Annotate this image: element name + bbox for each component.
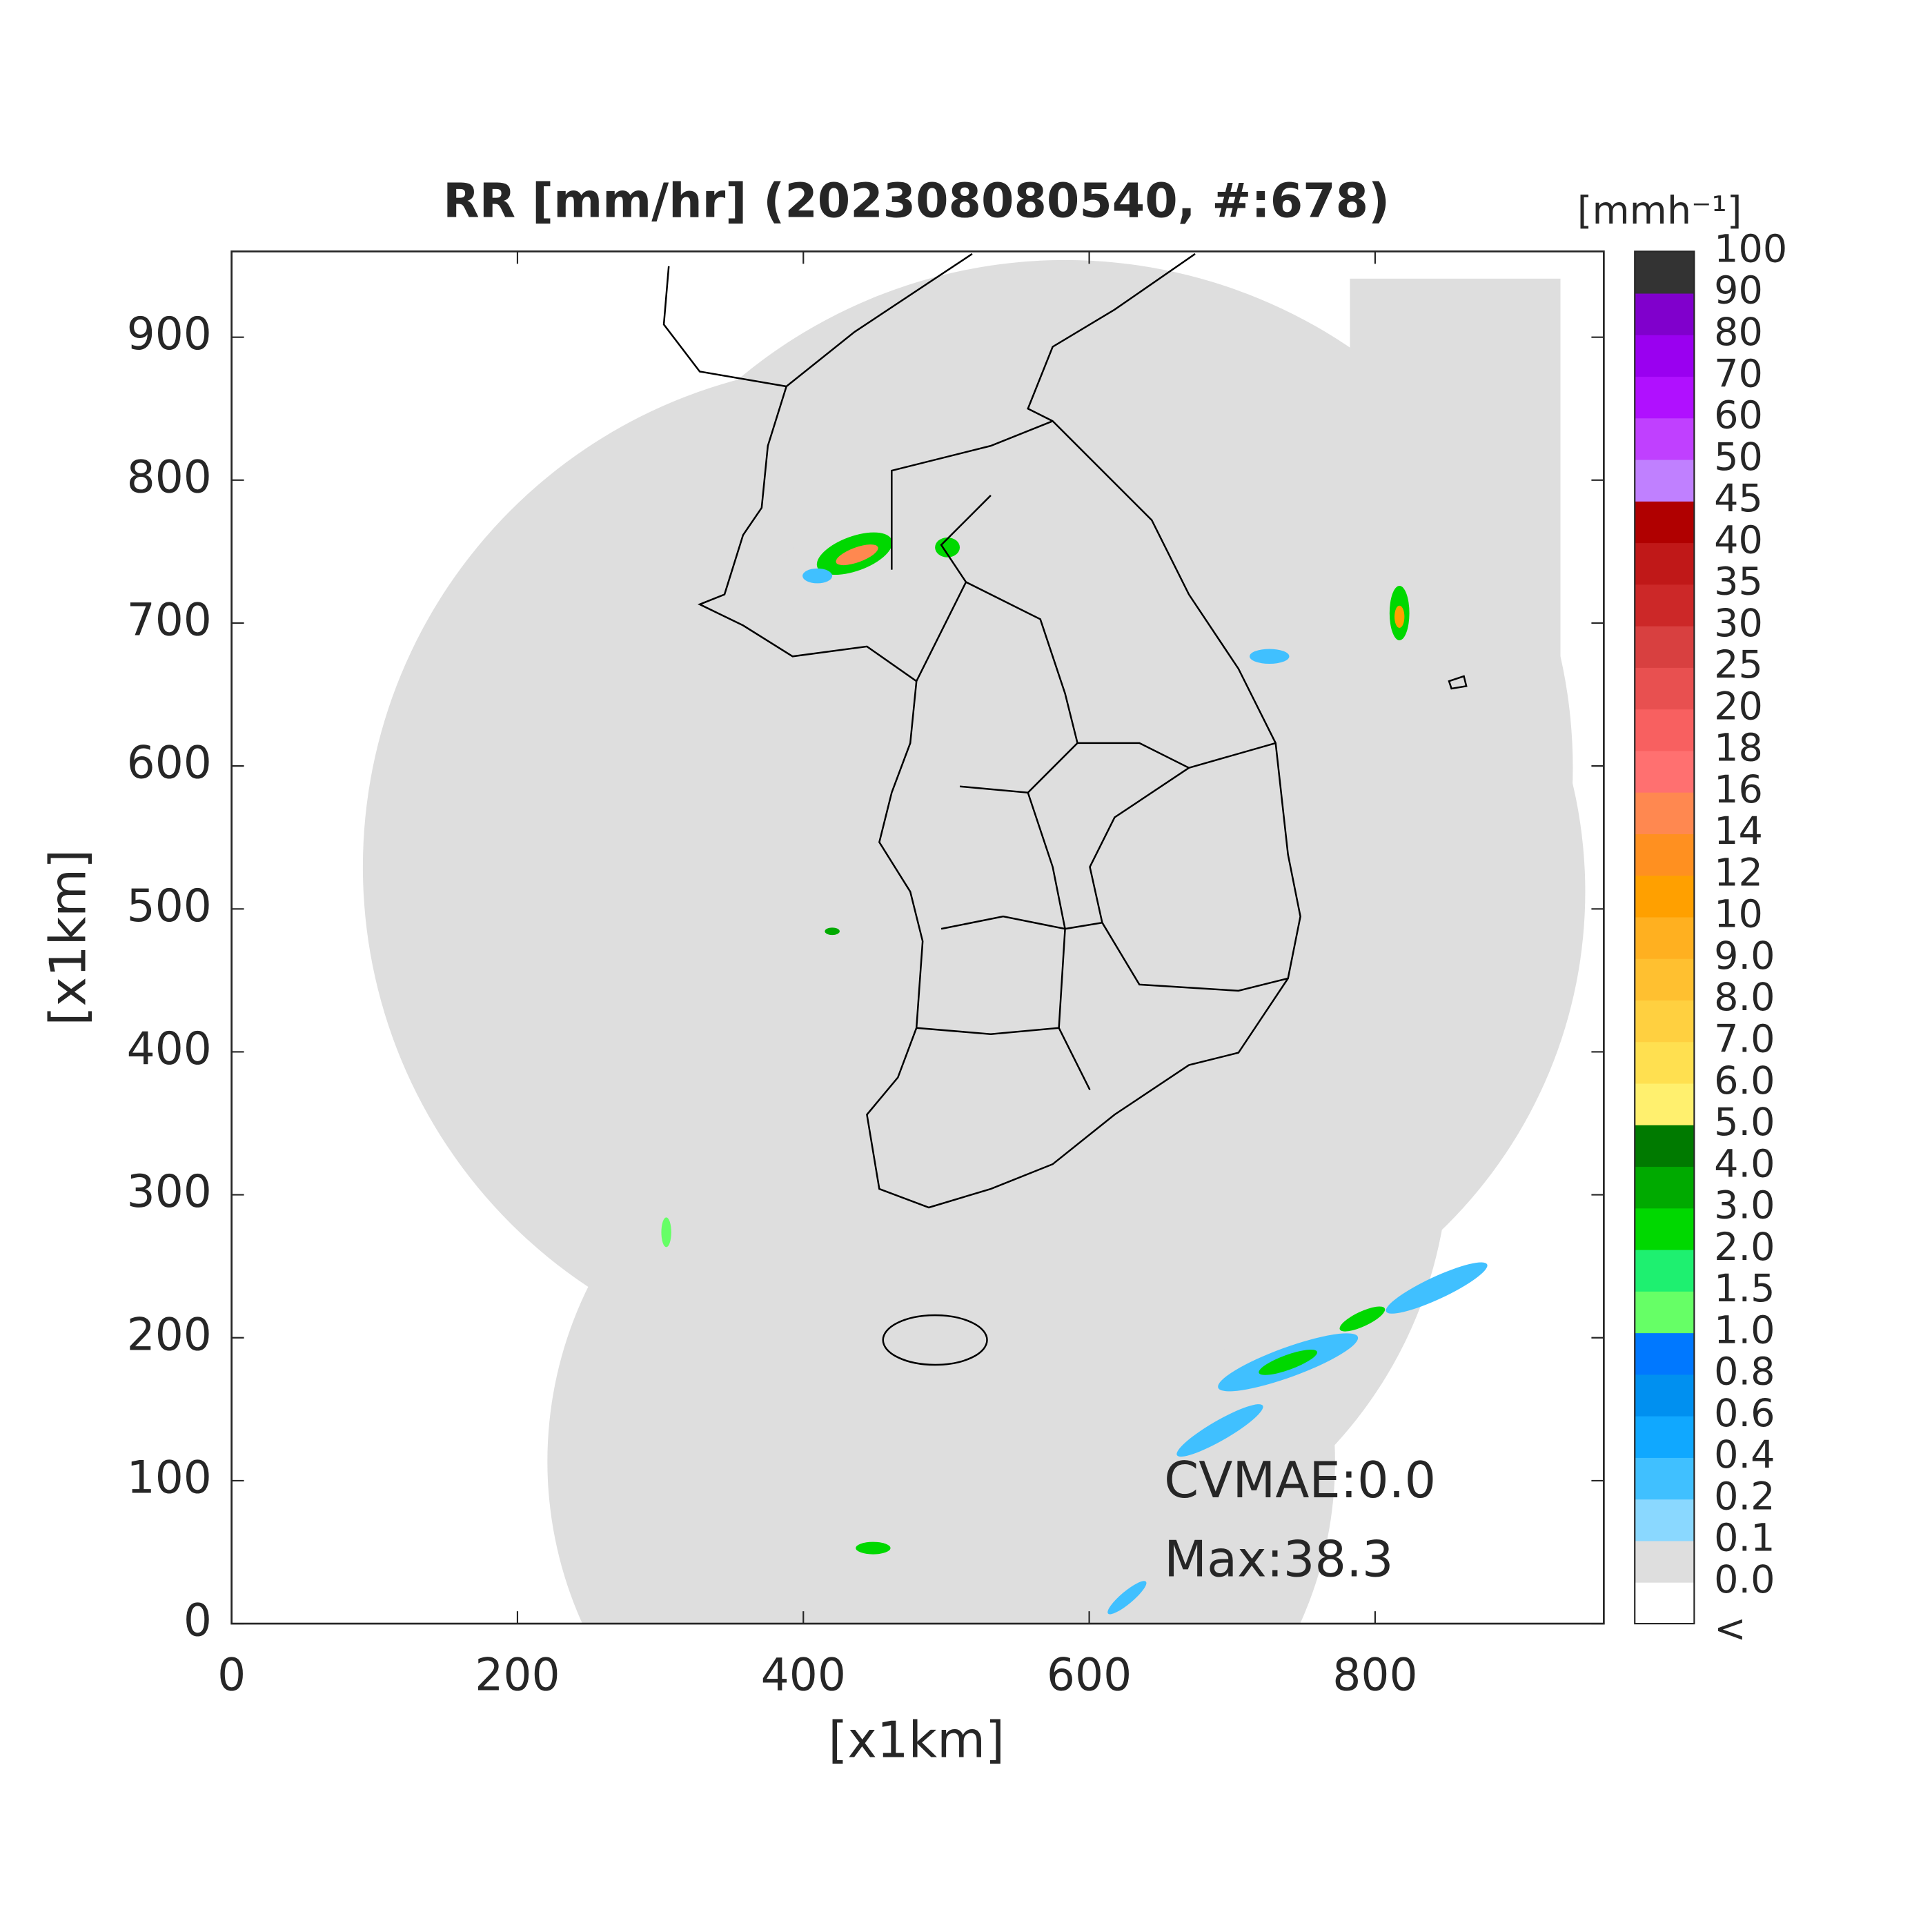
jeju [882, 1314, 988, 1366]
y-tick-label: 800 [127, 451, 212, 503]
colorbar-label: 60 [1714, 393, 1763, 438]
colorbar-segment [1635, 500, 1695, 544]
colorbar-segment [1635, 791, 1695, 834]
colorbar-segment [1635, 417, 1695, 460]
colorbar-segment [1635, 834, 1695, 876]
colorbar-segment [1635, 1332, 1695, 1375]
colorbar-label: 5.0 [1714, 1100, 1775, 1145]
colorbar-segment [1635, 1124, 1695, 1167]
y-tick-label: 0 [184, 1595, 212, 1647]
province-borders [891, 420, 1288, 1091]
colorbar-label: 8.0 [1714, 975, 1775, 1020]
y-axis-label: [x1km] [39, 849, 97, 1026]
colorbar-label: 0.2 [1714, 1474, 1775, 1519]
colorbar-label: < [1714, 1606, 1746, 1651]
colorbar-segment [1635, 459, 1695, 502]
colorbar-segment [1635, 750, 1695, 793]
colorbar-label: 9.0 [1714, 934, 1775, 978]
colorbar-label: 20 [1714, 684, 1763, 729]
colorbar-label: 1.5 [1714, 1266, 1775, 1311]
x-tick-label: 400 [761, 1650, 846, 1702]
ulleung [1448, 675, 1468, 690]
annotation: Max:38.3 [1164, 1530, 1393, 1588]
colorbar-segment [1635, 958, 1695, 1001]
y-tick-label: 400 [127, 1023, 212, 1075]
colorbar-label: 7.0 [1714, 1017, 1775, 1062]
colorbar-label: 10 [1714, 892, 1763, 937]
colorbar-segment [1635, 709, 1695, 751]
x-tick-label: 200 [475, 1650, 560, 1702]
colorbar-segment [1635, 1290, 1695, 1334]
y-tick-label: 200 [127, 1309, 212, 1361]
colorbar-segment [1635, 625, 1695, 668]
axes-box [230, 250, 1605, 1625]
colorbar-label: 1.0 [1714, 1308, 1775, 1352]
colorbar-segment [1635, 542, 1695, 585]
colorbar-segment [1635, 334, 1695, 377]
y-tick-label: 900 [127, 308, 212, 360]
colorbar-label: 0.1 [1714, 1516, 1775, 1561]
y-tick-label: 100 [127, 1452, 212, 1504]
x-tick-label: 800 [1332, 1650, 1417, 1702]
annotation: CVMAE:0.0 [1164, 1451, 1436, 1509]
colorbar-label: 90 [1714, 268, 1763, 313]
colorbar-label: 16 [1714, 767, 1763, 812]
y-tick-label: 500 [127, 880, 212, 932]
colorbar-label: 2.0 [1714, 1225, 1775, 1270]
y-tick-label: 300 [127, 1166, 212, 1218]
colorbar-label: 18 [1714, 726, 1763, 771]
colorbar-segment [1635, 875, 1695, 918]
colorbar-label: 4.0 [1714, 1141, 1775, 1186]
colorbar-label: 0.0 [1714, 1557, 1775, 1602]
colorbar-segment [1635, 293, 1695, 335]
coastline [662, 253, 1468, 1366]
colorbar-label: 40 [1714, 518, 1763, 562]
colorbar-segment [1635, 1499, 1695, 1541]
x-tick-label: 600 [1047, 1650, 1132, 1702]
colorbar-segment [1635, 584, 1695, 627]
precipitation [661, 532, 1488, 1615]
colorbar-label: 14 [1714, 809, 1763, 854]
x-tick-label: 0 [217, 1650, 246, 1702]
colorbar-label: 45 [1714, 476, 1763, 521]
colorbar-label: 6.0 [1714, 1058, 1775, 1103]
colorbar-segment [1635, 1166, 1695, 1209]
y-tick-label: 600 [127, 738, 212, 789]
colorbar-label: 0.8 [1714, 1350, 1775, 1394]
colorbar-label: 12 [1714, 850, 1763, 895]
colorbar-label: 70 [1714, 351, 1763, 396]
colorbar-segment [1635, 376, 1695, 419]
colorbar-segment [1635, 1581, 1695, 1624]
peninsula-outline [662, 253, 1301, 1209]
colorbar-segment [1635, 1000, 1695, 1043]
colorbar-segment [1635, 251, 1695, 294]
colorbar-segment [1635, 1083, 1695, 1125]
colorbar-segment [1635, 667, 1695, 710]
colorbar-segment [1635, 1540, 1695, 1583]
title: RR [mm/hr] (202308080540, #:678) [443, 175, 1390, 229]
colorbar-label: 0.4 [1714, 1432, 1775, 1477]
colorbar-unit: [mmh⁻¹] [1577, 188, 1742, 233]
colorbar-segment [1635, 1415, 1695, 1458]
colorbar-label: 25 [1714, 642, 1763, 687]
colorbar-segment [1635, 1208, 1695, 1250]
colorbar-segment [1635, 916, 1695, 959]
colorbar-label: 35 [1714, 560, 1763, 604]
colorbar-frame [1634, 250, 1695, 1625]
radar-coverage [362, 259, 1586, 1624]
colorbar-segment [1635, 1249, 1695, 1292]
x-axis-label: [x1km] [828, 1711, 1005, 1769]
colorbar-segment [1635, 1041, 1695, 1084]
colorbar-label: 30 [1714, 601, 1763, 646]
colorbar-label: 50 [1714, 435, 1763, 480]
colorbar-label: 0.6 [1714, 1391, 1775, 1436]
colorbar-segment [1635, 1457, 1695, 1500]
y-tick-label: 700 [127, 595, 212, 647]
colorbar-label: 80 [1714, 310, 1763, 355]
colorbar-label: 3.0 [1714, 1183, 1775, 1228]
colorbar-label: 100 [1714, 226, 1787, 271]
colorbar-segment [1635, 1374, 1695, 1417]
